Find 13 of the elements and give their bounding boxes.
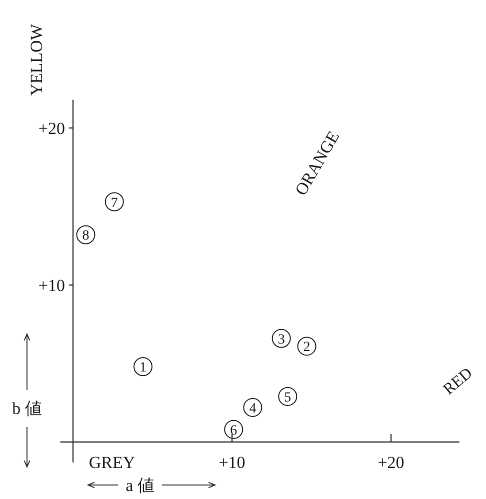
annotation: 8 — [82, 228, 90, 244]
annotation: 2 — [303, 340, 310, 356]
text: YELLOW — [27, 23, 46, 96]
annotation: 6 — [230, 423, 238, 438]
annotation: 7 — [110, 196, 118, 211]
y-axis-title: b 値 — [12, 399, 42, 418]
annotation: 5 — [284, 390, 292, 406]
annotation: RED — [440, 364, 476, 398]
annotation: 4 — [249, 401, 256, 416]
annotation: 1 — [139, 360, 146, 376]
annotation: 3 — [278, 332, 285, 348]
annotation: GREY — [88, 453, 136, 472]
x-axis-title: a 値 — [126, 476, 154, 495]
